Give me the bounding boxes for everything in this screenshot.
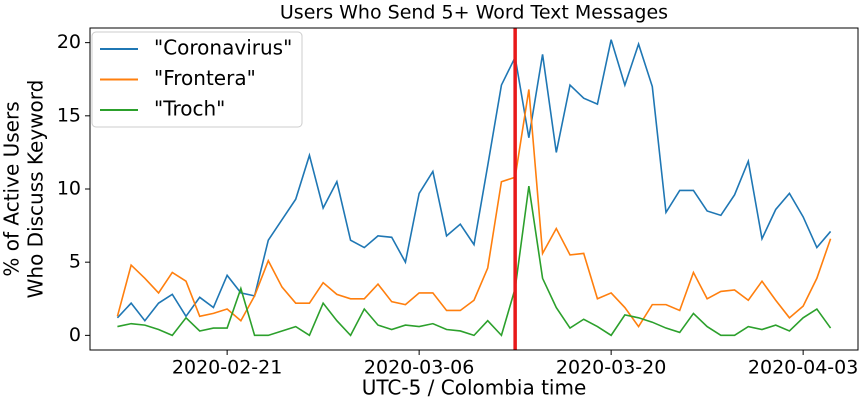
y-tick-label: 10 xyxy=(57,178,81,200)
legend: "Coronavirus" "Frontera" "Troch" xyxy=(91,31,303,128)
y-axis-label-line: Who Discuss Keyword xyxy=(24,80,48,299)
x-tick-label: 2020-04-03 xyxy=(748,357,858,379)
y-tick-label: 15 xyxy=(57,104,81,126)
legend-label: "Troch" xyxy=(154,97,225,121)
chart-title: Users Who Send 5+ Word Text Messages xyxy=(280,2,668,24)
x-tick-label: 2020-03-06 xyxy=(364,357,474,379)
x-tick-label: 2020-02-21 xyxy=(172,357,282,379)
legend-label: "Coronavirus" xyxy=(154,36,292,60)
y-axis-label-line: % of Active Users xyxy=(0,101,24,276)
series-line xyxy=(116,39,832,323)
y-tick-label: 5 xyxy=(69,251,81,273)
legend-frame xyxy=(91,31,303,128)
y-axis-label: % of Active Users Who Discuss Keyword xyxy=(0,80,48,299)
y-tick-label: 20 xyxy=(57,31,81,53)
series-line xyxy=(117,185,832,337)
plot-frame xyxy=(89,27,859,351)
legend-label: "Frontera" xyxy=(154,66,256,90)
series-line xyxy=(116,89,832,329)
x-tick-label: 2020-03-20 xyxy=(556,357,666,379)
y-tick-label: 0 xyxy=(69,324,81,346)
x-axis-label: UTC-5 / Colombia time xyxy=(362,376,587,400)
